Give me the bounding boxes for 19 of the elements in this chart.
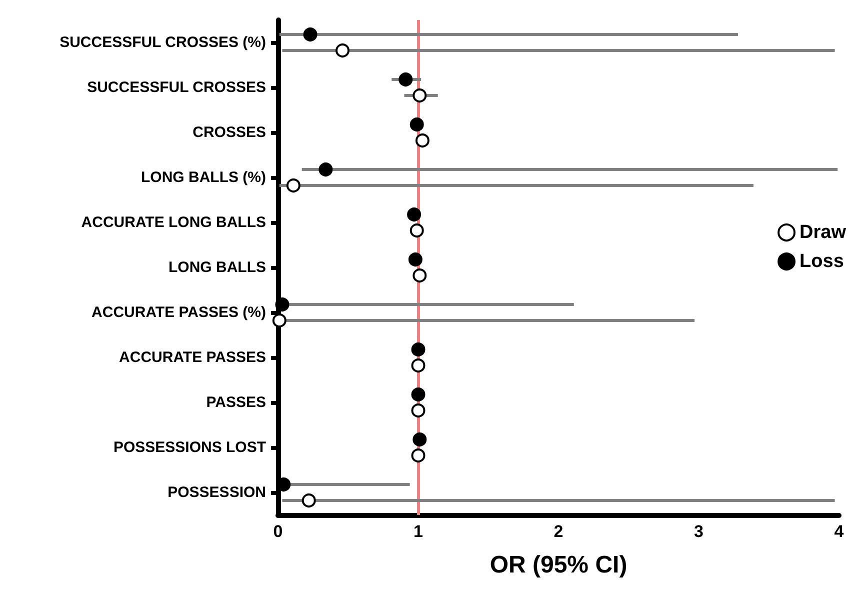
x-tick-label: 2	[554, 522, 564, 541]
y-tick-label: CROSSES	[192, 124, 266, 141]
y-tick-label: LONG BALLS (%)	[141, 169, 266, 186]
legend-label: Loss	[800, 251, 844, 272]
y-tick-label: SUCCESSFUL CROSSES	[87, 79, 266, 96]
y-tick-label: POSSESSIONS LOST	[113, 439, 266, 456]
legend-label: Draw	[800, 222, 846, 243]
x-tick-label: 0	[273, 522, 283, 541]
y-tick-label: ACCURATE PASSES (%)	[92, 304, 266, 321]
y-tick-label: ACCURATE PASSES	[119, 349, 266, 366]
y-tick-label: POSSESSION	[168, 484, 266, 501]
y-tick-label: PASSES	[206, 394, 266, 411]
x-tick-label: 3	[694, 522, 704, 541]
y-tick-label: LONG BALLS	[168, 259, 266, 276]
x-tick-label: 4	[834, 522, 844, 541]
y-tick-label: SUCCESSFUL CROSSES (%)	[60, 34, 266, 51]
y-tick-label: ACCURATE LONG BALLS	[81, 214, 266, 231]
x-tick-label: 1	[414, 522, 423, 541]
x-axis-title: OR (95% CI)	[490, 552, 628, 578]
